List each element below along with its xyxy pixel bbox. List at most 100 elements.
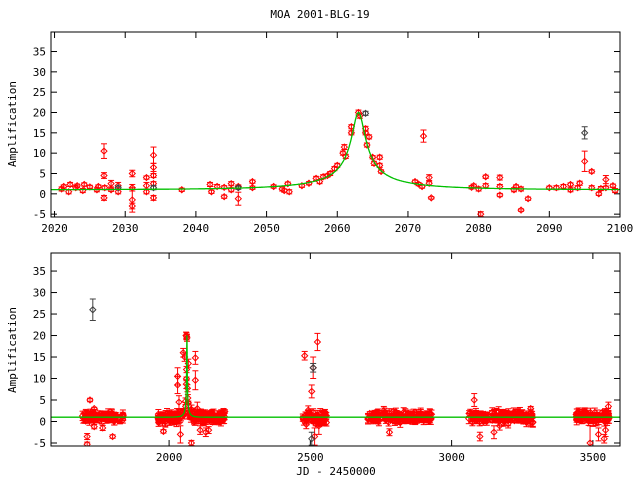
data-point: [313, 332, 322, 352]
y-tick-label: 15: [33, 351, 46, 364]
data-point: [470, 393, 478, 407]
x-tick-label: 2020: [41, 222, 68, 235]
data-point: [191, 370, 200, 391]
data-point: [594, 427, 603, 442]
data-point: [107, 179, 115, 188]
x-tick-label: 2060: [324, 222, 351, 235]
data-point: [375, 153, 384, 161]
data-point: [600, 433, 608, 444]
data-point: [78, 410, 87, 422]
data-point: [511, 408, 520, 417]
data-point: [149, 146, 158, 164]
y-tick-label: 25: [33, 86, 46, 99]
data-point: [128, 202, 136, 210]
data-area: [51, 108, 620, 217]
data-point: [496, 173, 504, 182]
data-point: [361, 109, 370, 118]
data-point: [417, 413, 426, 423]
x-tick-label: 2030: [112, 222, 139, 235]
x-tick-label: 2500: [297, 451, 324, 464]
data-point: [178, 408, 186, 416]
data-point: [419, 129, 428, 143]
data-area: [51, 298, 620, 446]
data-point: [586, 425, 594, 446]
data-point: [80, 180, 88, 189]
data-point: [142, 173, 151, 182]
data-point: [527, 404, 535, 413]
x-tick-label: 2040: [183, 222, 210, 235]
data-point: [86, 396, 94, 404]
data-point: [82, 412, 91, 421]
y-tick-label: 30: [33, 66, 46, 79]
y-axis-label-top: Amplification: [6, 81, 19, 167]
data-point: [300, 350, 309, 361]
x-tick-label: 2050: [253, 222, 280, 235]
data-point: [149, 162, 158, 172]
x-tick-label: 2080: [465, 222, 492, 235]
y-tick-label: 5: [39, 394, 46, 407]
data-point: [105, 416, 113, 424]
data-point: [373, 408, 381, 417]
data-point: [128, 169, 136, 178]
data-point: [171, 417, 180, 425]
data-point: [495, 420, 504, 431]
chart-title: MOA 2001-BLG-19: [270, 8, 369, 21]
data-point: [248, 177, 257, 186]
data-point: [365, 133, 373, 141]
data-point: [589, 413, 598, 423]
model-curve: [51, 335, 620, 418]
x-axis-label-bottom: JD - 2450000: [296, 465, 375, 478]
y-tick-label: 20: [33, 107, 46, 120]
data-point: [476, 431, 484, 442]
data-point: [285, 188, 293, 196]
x-tick-label: 2070: [395, 222, 422, 235]
y-tick-label: 10: [33, 373, 46, 386]
y-tick-label: -5: [33, 208, 46, 221]
data-point: [481, 414, 490, 422]
data-point: [308, 431, 316, 446]
data-point: [425, 173, 433, 182]
data-point: [474, 185, 483, 193]
data-point: [206, 180, 214, 189]
data-point: [149, 194, 158, 202]
plot-frame: [50, 31, 621, 218]
data-point: [204, 426, 213, 435]
data-point: [517, 206, 525, 214]
y-tick-label: 0: [39, 188, 46, 201]
y-tick-label: 30: [33, 287, 46, 300]
data-point: [79, 186, 87, 195]
data-point: [191, 350, 200, 365]
data-point: [602, 175, 610, 185]
data-point: [104, 408, 112, 419]
data-point: [391, 417, 399, 425]
data-point: [427, 194, 435, 202]
y-tick-label: 10: [33, 147, 46, 160]
data-point: [380, 405, 388, 416]
data-point: [309, 362, 317, 373]
y-tick-label: 20: [33, 330, 46, 343]
data-point: [496, 191, 504, 199]
data-point: [176, 425, 185, 444]
x-tick-label: 2090: [536, 222, 563, 235]
data-point: [588, 167, 596, 176]
data-point: [89, 417, 98, 425]
data-point: [175, 395, 183, 410]
data-point: [308, 384, 316, 399]
data-point: [108, 432, 117, 441]
data-point: [98, 424, 107, 432]
data-point: [159, 417, 168, 425]
data-point: [490, 425, 498, 440]
x-tick-label: 3000: [438, 451, 465, 464]
plot-frame: [50, 252, 621, 447]
data-point: [219, 408, 228, 416]
data-point: [187, 439, 196, 446]
data-point: [339, 149, 347, 157]
data-point: [100, 171, 108, 180]
data-point: [89, 298, 97, 321]
data-point: [173, 375, 182, 395]
data-point: [220, 183, 228, 192]
data-point: [207, 188, 216, 196]
data-point: [559, 182, 568, 191]
data-point: [149, 171, 158, 180]
